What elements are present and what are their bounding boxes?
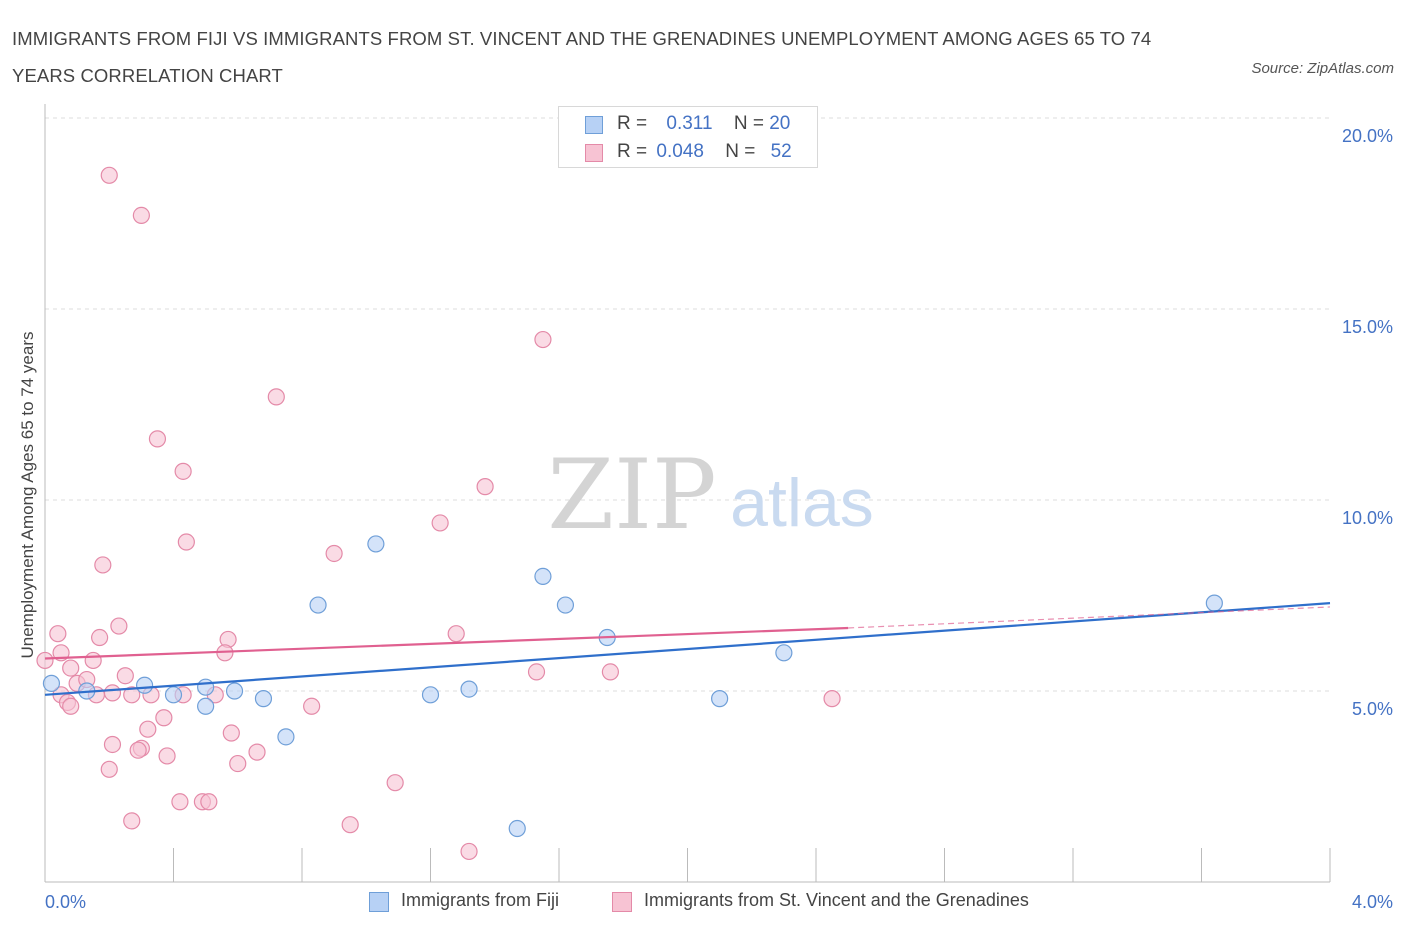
point-fiji xyxy=(42,674,61,692)
point-fiji xyxy=(254,690,273,708)
legend-n-label: N = xyxy=(733,113,764,134)
point-fiji xyxy=(164,686,183,704)
point-fiji xyxy=(460,680,478,698)
point-svg xyxy=(303,697,321,715)
point-svg xyxy=(110,617,128,635)
legend-n-label: N = xyxy=(725,141,756,162)
point-svg xyxy=(123,686,141,704)
point-svg xyxy=(174,462,192,480)
point-svg xyxy=(527,663,546,681)
y-tick-label: 5.0% xyxy=(1352,699,1393,719)
point-svg xyxy=(386,774,404,792)
point-fiji xyxy=(197,678,215,696)
point-svg xyxy=(431,514,449,532)
point-svg xyxy=(200,793,218,811)
point-svg xyxy=(132,206,150,225)
bottom-legend-label-svg: Immigrants from St. Vincent and the Gren… xyxy=(644,890,1029,910)
y-tick-label: 15.0% xyxy=(1342,317,1393,337)
watermark-zip: ZIP xyxy=(547,439,716,551)
point-svg xyxy=(460,842,478,861)
legend-r-label: R = xyxy=(617,141,648,162)
point-fiji xyxy=(775,644,793,662)
source-note: Source: ZipAtlas.com xyxy=(1251,60,1394,77)
point-fiji xyxy=(135,676,154,694)
point-svg xyxy=(139,720,157,738)
legend-r-value: 0.311 xyxy=(666,113,713,134)
point-svg xyxy=(601,663,620,681)
point-fiji xyxy=(1205,594,1223,612)
point-svg xyxy=(447,625,465,643)
point-fiji xyxy=(367,535,385,553)
point-svg xyxy=(267,388,285,406)
point-svg xyxy=(823,690,841,708)
bottom-legend-swatch-fiji xyxy=(369,892,389,912)
point-svg xyxy=(341,816,359,834)
point-svg xyxy=(476,478,494,496)
y-tick-label: 10.0% xyxy=(1342,508,1393,528)
axes xyxy=(44,104,1331,883)
point-fiji xyxy=(534,567,552,586)
trend-lines xyxy=(44,602,1331,696)
watermark-atlas: atlas xyxy=(730,465,874,541)
point-svg xyxy=(100,760,118,778)
x-tick-label: 0.0% xyxy=(45,892,86,912)
legend-r-label: R = xyxy=(617,113,648,134)
point-svg xyxy=(155,709,173,727)
legend-n-value: 52 xyxy=(770,141,792,162)
point-fiji xyxy=(711,690,729,708)
chart-title: IMMIGRANTS FROM FIJI VS IMMIGRANTS FROM … xyxy=(12,28,1152,86)
point-svg xyxy=(84,651,102,670)
point-svg xyxy=(123,812,141,830)
point-svg xyxy=(36,651,54,670)
gridlines xyxy=(45,117,1330,692)
legend-r-value: 0.048 xyxy=(656,141,704,162)
point-svg xyxy=(148,430,167,448)
point-svg xyxy=(177,533,195,551)
point-svg xyxy=(158,747,176,765)
bottom-legend-label-fiji: Immigrants from Fiji xyxy=(401,890,560,910)
legend-swatch-svg xyxy=(585,144,603,162)
trend-line-svg xyxy=(44,626,849,660)
point-svg xyxy=(103,735,122,754)
point-svg xyxy=(91,628,109,647)
point-svg xyxy=(129,741,147,759)
point-svg xyxy=(100,166,118,184)
data-points xyxy=(36,166,1223,861)
point-svg xyxy=(62,659,80,677)
point-fiji xyxy=(556,596,575,614)
point-svg xyxy=(171,793,189,811)
point-svg xyxy=(222,724,240,742)
point-fiji xyxy=(197,697,215,715)
point-svg xyxy=(229,754,247,773)
trend-line-svg-extension xyxy=(848,606,1331,629)
legend-n-value: 20 xyxy=(769,113,791,134)
point-svg xyxy=(94,556,112,574)
point-fiji xyxy=(225,682,244,700)
point-fiji xyxy=(309,596,327,614)
bottom-legend-swatch-svg xyxy=(612,892,632,912)
point-fiji xyxy=(277,728,295,746)
point-svg xyxy=(116,667,134,685)
point-svg xyxy=(248,743,266,761)
stats-legend: R = 0.311 N = 20 R = 0.048 N = 52 xyxy=(558,106,818,168)
point-svg xyxy=(103,684,122,702)
x-tick-label: 4.0% xyxy=(1352,892,1393,912)
point-fiji xyxy=(421,686,440,704)
trend-line-fiji xyxy=(44,602,1331,696)
point-svg xyxy=(325,544,343,563)
legend-swatch-fiji xyxy=(585,116,603,134)
point-svg xyxy=(534,330,552,349)
watermark: ZIP atlas xyxy=(547,439,873,551)
tick-labels: 5.0% 10.0% 15.0% 20.0% 0.0% 4.0% xyxy=(45,126,1393,912)
point-svg xyxy=(62,697,80,715)
point-svg xyxy=(49,625,67,643)
y-tick-label: 20.0% xyxy=(1342,126,1393,146)
y-axis-label: Unemployment Among Ages 65 to 74 years xyxy=(18,331,37,659)
point-fiji xyxy=(508,819,526,838)
